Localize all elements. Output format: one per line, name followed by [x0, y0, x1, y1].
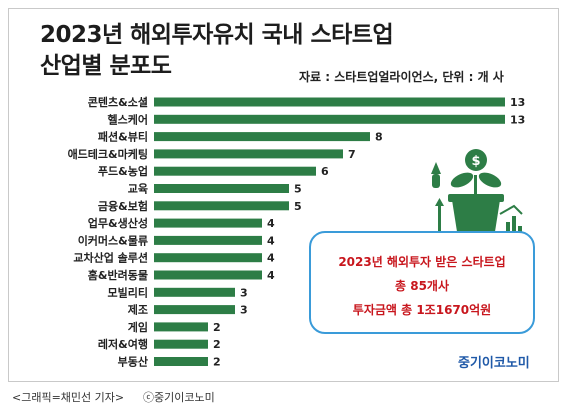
category-label: 패션&뷰티 [98, 130, 148, 144]
value-label: 5 [294, 200, 302, 213]
bar [154, 201, 289, 211]
category-label: 교육 [128, 183, 148, 196]
bar [154, 322, 208, 332]
bar [154, 97, 505, 107]
bar [154, 253, 262, 263]
publisher-logo: 중기이코노미 [458, 356, 530, 371]
category-label: 금융&보험 [98, 199, 148, 213]
bars-group: 콘텐츠&소셜 13 헬스케어 13 패션&뷰티 8 애드테크&마케팅 7 푸드&농업 6 교육 5 금융… [68, 95, 526, 369]
bar [154, 235, 262, 245]
title-line-1: 2023년 해외투자유치 국내 스타트업 [40, 22, 394, 48]
chart-title: 2023년 해외투자유치 국내 스타트업 산업별 분포도 [40, 20, 394, 82]
value-label: 3 [240, 304, 248, 317]
summary-callout: 2023년 해외투자 받은 스타트업 총 85개사 투자금액 총 1조1670억… [309, 231, 535, 334]
callout-line-2: 총 85개사 [395, 279, 449, 293]
value-label: 4 [267, 252, 275, 265]
bar [154, 184, 289, 193]
value-label: 7 [348, 148, 356, 161]
bar [154, 357, 208, 366]
bar [154, 114, 505, 124]
value-label: 8 [375, 131, 383, 144]
plant-money-growth-icon: $ [431, 149, 523, 238]
value-label: 3 [240, 286, 248, 299]
category-label: 홈&반려동물 [88, 268, 148, 282]
bar [154, 270, 262, 280]
source-note: 자료 : 스타트업얼라이언스, 단위 : 개 사 [299, 70, 504, 84]
svg-text:$: $ [471, 154, 480, 169]
bar [154, 287, 235, 297]
category-label: 푸드&농업 [98, 165, 148, 178]
value-label: 6 [321, 165, 329, 178]
bar [154, 149, 343, 159]
value-label: 2 [213, 338, 221, 351]
category-label: 레저&여행 [98, 337, 148, 351]
category-label: 업무&생산성 [88, 216, 148, 230]
callout-line-1: 2023년 해외투자 받은 스타트업 [338, 255, 506, 269]
bar [154, 218, 262, 228]
category-label: 헬스케어 [108, 112, 148, 126]
category-label: 이커머스&물류 [78, 233, 148, 247]
category-label: 부동산 [118, 355, 148, 369]
category-label: 제조 [128, 303, 148, 317]
value-label: 4 [267, 217, 275, 230]
callout-line-3: 투자금액 총 1조1670억원 [352, 303, 492, 317]
bar [154, 305, 235, 315]
value-label: 13 [510, 96, 525, 109]
category-label: 콘텐츠&소셜 [88, 95, 148, 109]
bar [154, 339, 208, 349]
copyright-credit: ⓒ중기이코노미 [143, 391, 215, 404]
category-label: 게임 [128, 320, 148, 334]
category-label: 교차산업 솔루션 [73, 251, 148, 265]
category-label: 애드테크&마케팅 [68, 147, 148, 161]
value-label: 5 [294, 183, 302, 196]
value-label: 2 [213, 321, 221, 334]
bar [154, 166, 316, 176]
value-label: 2 [213, 356, 221, 369]
value-label: 13 [510, 113, 525, 126]
graphic-credit: <그래픽=채민선 기자> [12, 391, 125, 404]
title-line-2: 산업별 분포도 [40, 53, 172, 79]
value-label: 4 [267, 234, 275, 247]
category-label: 모빌리티 [108, 285, 148, 299]
bar [154, 132, 370, 142]
value-label: 4 [267, 269, 275, 282]
